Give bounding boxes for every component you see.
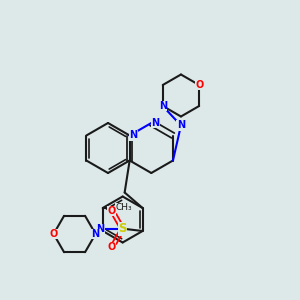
Text: O: O: [107, 206, 116, 216]
Text: N: N: [92, 229, 100, 239]
Text: O: O: [107, 242, 116, 252]
Text: N: N: [97, 224, 105, 234]
Text: N: N: [130, 130, 138, 140]
Text: S: S: [118, 223, 127, 236]
Text: N: N: [177, 121, 185, 130]
Text: O: O: [195, 80, 203, 90]
Text: N: N: [159, 101, 167, 111]
Text: O: O: [50, 229, 58, 239]
Text: CH₃: CH₃: [116, 203, 132, 212]
Text: N: N: [151, 118, 159, 128]
